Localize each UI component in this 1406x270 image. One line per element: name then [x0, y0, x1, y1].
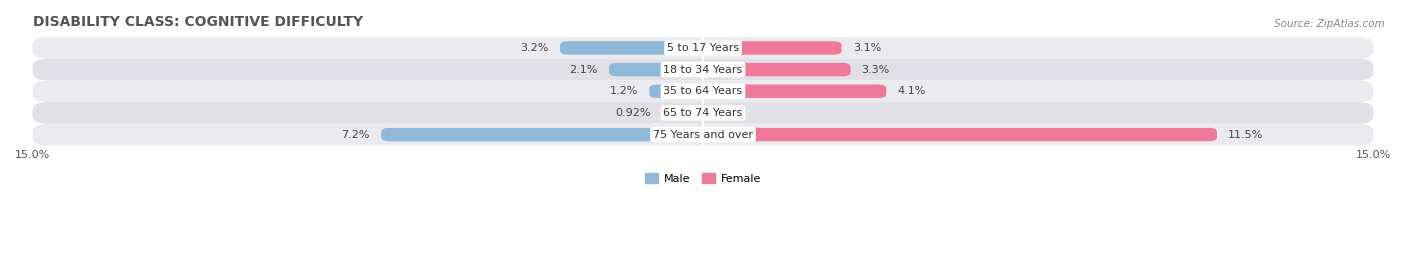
FancyBboxPatch shape	[32, 124, 1374, 146]
Text: 65 to 74 Years: 65 to 74 Years	[664, 108, 742, 118]
FancyBboxPatch shape	[381, 128, 703, 141]
Text: 5 to 17 Years: 5 to 17 Years	[666, 43, 740, 53]
Text: 3.3%: 3.3%	[862, 65, 890, 75]
FancyBboxPatch shape	[32, 80, 1374, 102]
Text: 35 to 64 Years: 35 to 64 Years	[664, 86, 742, 96]
FancyBboxPatch shape	[650, 85, 703, 98]
Legend: Male, Female: Male, Female	[641, 169, 765, 188]
Text: 4.1%: 4.1%	[897, 86, 925, 96]
Text: 7.2%: 7.2%	[342, 130, 370, 140]
Text: 18 to 34 Years: 18 to 34 Years	[664, 65, 742, 75]
FancyBboxPatch shape	[32, 37, 1374, 59]
FancyBboxPatch shape	[662, 106, 703, 120]
Text: 2.1%: 2.1%	[569, 65, 598, 75]
Text: 75 Years and over: 75 Years and over	[652, 130, 754, 140]
FancyBboxPatch shape	[703, 41, 842, 55]
FancyBboxPatch shape	[32, 102, 1374, 124]
Text: 3.2%: 3.2%	[520, 43, 548, 53]
Text: Source: ZipAtlas.com: Source: ZipAtlas.com	[1274, 19, 1385, 29]
FancyBboxPatch shape	[32, 59, 1374, 80]
Text: 0.0%: 0.0%	[714, 108, 742, 118]
FancyBboxPatch shape	[703, 85, 886, 98]
FancyBboxPatch shape	[703, 128, 1218, 141]
FancyBboxPatch shape	[703, 63, 851, 76]
Text: 1.2%: 1.2%	[610, 86, 638, 96]
FancyBboxPatch shape	[560, 41, 703, 55]
Text: DISABILITY CLASS: COGNITIVE DIFFICULTY: DISABILITY CLASS: COGNITIVE DIFFICULTY	[32, 15, 363, 29]
Text: 11.5%: 11.5%	[1227, 130, 1264, 140]
Text: 0.92%: 0.92%	[616, 108, 651, 118]
Text: 3.1%: 3.1%	[852, 43, 882, 53]
FancyBboxPatch shape	[609, 63, 703, 76]
